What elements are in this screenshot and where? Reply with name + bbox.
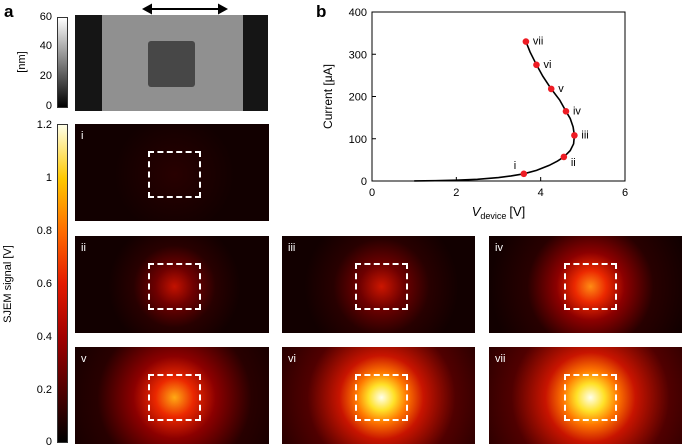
double-arrow-icon [142,3,228,15]
iv-point-label-ii: ii [571,157,576,169]
dashed-region [148,374,201,421]
sjem-colorbar [57,124,68,443]
afm-colorbar [57,17,68,108]
sjem-glow [75,236,269,333]
x-tick-label: 2 [453,187,459,199]
sjem-tick-0.6: 0.6 [36,278,52,290]
sjem-map-v: v [75,347,269,444]
sjem-tick-0: 0 [45,436,52,448]
sjem-glow [75,124,269,221]
iv-point-vi [533,61,540,69]
sjem-map-iii: iii [282,236,475,333]
sjem-glow [282,347,475,444]
sjem-glow [489,347,682,444]
dashed-region [564,374,617,421]
iv-point-label-iv: iv [573,105,581,117]
y-tick-label: 400 [349,7,367,19]
afm-tick-40: 40 [39,40,52,52]
x-axis-label: Vdevice [V] [472,204,526,221]
sjem-tick-1.2: 1.2 [36,119,52,131]
sjem-map-label: vi [288,353,296,365]
sjem-map-label: ii [81,242,86,254]
sjem-map-label: vii [495,353,506,365]
y-tick-label: 0 [361,176,367,188]
afm-dark-square [148,41,195,87]
sjem-map-vi: vi [282,347,475,444]
sjem-map-i: i [75,124,269,221]
y-tick-label: 200 [349,92,367,104]
iv-point-label-vi: vi [543,59,551,71]
y-axis-label: Current [μA] [321,64,335,129]
sjem-map-label: v [81,353,87,365]
afm-tick-0: 0 [45,100,52,112]
iv-point-iv [562,107,570,115]
sjem-map-label: iii [288,242,296,254]
iv-point-label-i: i [514,160,516,172]
iv-point-vii [522,38,530,45]
afm-tick-60: 60 [39,11,52,23]
iv-point-label-iii: iii [581,129,588,141]
sjem-map-vii: vii [489,347,682,444]
iv-point-ii [560,153,568,161]
sjem-glow [75,347,269,444]
iv-curve-line [414,41,576,182]
sjem-tick-0.4: 0.4 [36,331,52,343]
x-tick-label: 4 [538,187,544,199]
sjem-tick-0.2: 0.2 [36,384,52,396]
iv-point-label-v: v [558,83,564,95]
dashed-region [355,374,408,421]
afm-image [75,15,268,111]
panel-a-letter: a [4,2,14,21]
iv-point-v [547,85,555,93]
x-axis-label-main: V [472,204,482,219]
sjem-glow [489,236,682,333]
sjem-map-label: iv [495,242,503,254]
afm-tick-20: 20 [39,70,52,82]
dashed-region [355,263,408,310]
sjem-tick-0.8: 0.8 [36,225,52,237]
afm-unit-label: [nm] [16,51,28,73]
panel-b-letter: b [316,2,327,21]
y-tick-label: 100 [349,134,367,146]
sjem-tick-1: 1 [45,172,52,184]
sjem-axis-label: SJEM signal [V] [2,245,14,323]
iv-point-iii [571,132,578,139]
iv-point-label-vii: vii [533,36,543,48]
dashed-region [564,263,617,310]
x-axis-label-sub: device [480,211,506,221]
x-axis-label-unit: [V] [509,204,525,219]
sjem-map-iv: iv [489,236,682,333]
dashed-region [148,263,201,310]
plot-frame [371,11,626,182]
sjem-map-label: i [81,130,84,142]
dashed-region [148,151,201,198]
x-tick-label: 6 [622,187,628,199]
x-tick-label: 0 [369,187,375,199]
sjem-map-ii: ii [75,236,269,333]
y-tick-label: 300 [349,49,367,61]
sjem-glow [282,236,475,333]
iv-point-i [520,170,528,178]
